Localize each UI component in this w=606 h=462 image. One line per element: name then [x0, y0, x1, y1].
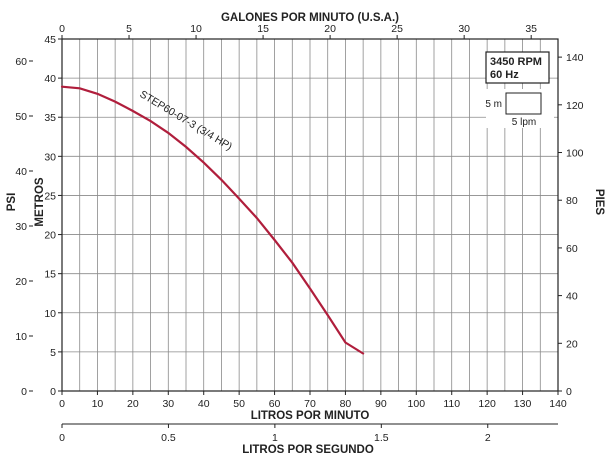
x-lpm-tick-label: 120 [478, 398, 496, 410]
y-metros-tick-label: 25 [44, 190, 56, 202]
y-psi-tick-label: 40 [15, 166, 27, 178]
x-axis-lpm-ticks: 0 10 20 30 40 50 60 70 80 90 100 110 120 130 140 [59, 391, 567, 410]
vertical-gridlines [79, 39, 541, 391]
y-axis-metros-title: METROS [34, 177, 46, 227]
y-metros-tick-label: 15 [44, 269, 56, 281]
x-lpm-tick-label: 100 [408, 398, 426, 410]
x-lpm-tick-label: 20 [127, 398, 139, 410]
y-pies-tick-label: 120 [566, 100, 584, 112]
x-gpm-tick-label: 10 [190, 23, 202, 35]
x-gpm-tick-label: 35 [525, 23, 537, 35]
y-psi-tick-label: 20 [15, 276, 27, 288]
x-lpm-tick-label: 70 [304, 398, 316, 410]
scale-legend-meters: 5 m [485, 99, 502, 110]
x-lpm-tick-label: 140 [549, 398, 567, 410]
y-psi-tick-label: 30 [15, 221, 27, 233]
rpm-label: 3450 RPM [490, 56, 542, 68]
y-axis-psi-ticks: 0 10 20 30 40 50 60 [15, 56, 33, 398]
x-axis-lps-ticks: 0 0.5 1 1.5 2 [59, 424, 491, 444]
rpm-annotation-box [485, 51, 550, 84]
x-gpm-tick-label: 25 [391, 23, 403, 35]
x-lpm-tick-label: 50 [233, 398, 245, 410]
x-lps-tick-label: 0.5 [161, 432, 176, 444]
x-gpm-tick-label: 20 [324, 23, 336, 35]
x-gpm-tick-label: 15 [257, 23, 269, 35]
horizontal-gridlines [62, 77, 558, 353]
x-gpm-tick-label: 0 [59, 23, 65, 35]
y-metros-tick-label: 40 [44, 73, 56, 85]
y-axis-pies-title: PIES [593, 189, 605, 216]
y-pies-tick-label: 40 [566, 291, 578, 303]
y-psi-tick-label: 10 [15, 331, 27, 343]
x-lps-tick-label: 1.5 [374, 432, 389, 444]
y-metros-tick-label: 30 [44, 151, 56, 163]
scale-legend-box [505, 92, 542, 115]
y-metros-tick-label: 45 [44, 34, 56, 46]
y-axis-metros-ticks: 0 5 10 15 20 25 30 35 40 45 [44, 34, 62, 398]
hz-label: 60 Hz [490, 69, 519, 81]
y-metros-tick-label: 10 [44, 308, 56, 320]
x-lps-tick-label: 2 [485, 432, 491, 444]
y-metros-tick-label: 5 [50, 347, 56, 359]
y-metros-tick-label: 35 [44, 112, 56, 124]
x-axis-gpm-ticks: 0 5 10 15 20 25 30 35 [59, 23, 537, 39]
scale-legend-lpm: 5 lpm [512, 117, 536, 128]
x-lpm-tick-label: 110 [443, 398, 460, 410]
y-metros-tick-label: 20 [44, 230, 56, 242]
y-metros-tick-label: 0 [50, 386, 56, 398]
x-axis-lps-title: LITROS POR SEGUNDO [242, 444, 374, 456]
x-axis-lpm-title: LITROS POR MINUTO [251, 410, 370, 422]
y-pies-tick-label: 80 [566, 195, 578, 207]
x-lpm-tick-label: 90 [375, 398, 387, 410]
x-lpm-tick-label: 130 [514, 398, 532, 410]
x-gpm-tick-label: 5 [126, 23, 132, 35]
y-psi-tick-label: 50 [15, 111, 27, 123]
y-pies-tick-label: 20 [566, 338, 578, 350]
x-lpm-tick-label: 0 [59, 398, 65, 410]
y-psi-tick-label: 0 [21, 386, 27, 398]
x-axis-gpm-title: GALONES POR MINUTO (U.S.A.) [221, 12, 399, 24]
x-lpm-tick-label: 30 [162, 398, 174, 410]
x-lpm-tick-label: 60 [269, 398, 281, 410]
x-lpm-tick-label: 80 [340, 398, 352, 410]
y-pies-tick-label: 100 [566, 148, 584, 160]
y-axis-psi-title: PSI [6, 193, 18, 212]
y-axis-pies-ticks: 0 20 40 60 80 100 120 140 [558, 52, 584, 398]
x-lps-tick-label: 0 [59, 432, 65, 444]
x-lpm-tick-label: 40 [198, 398, 210, 410]
y-psi-tick-label: 60 [15, 56, 27, 68]
y-pies-tick-label: 60 [566, 243, 578, 255]
x-gpm-tick-label: 30 [458, 23, 470, 35]
pump-curve-line [60, 85, 365, 355]
x-lpm-tick-label: 10 [92, 398, 104, 410]
y-pies-tick-label: 140 [566, 52, 584, 64]
x-lps-tick-label: 1 [272, 432, 278, 444]
y-pies-tick-label: 0 [566, 386, 572, 398]
